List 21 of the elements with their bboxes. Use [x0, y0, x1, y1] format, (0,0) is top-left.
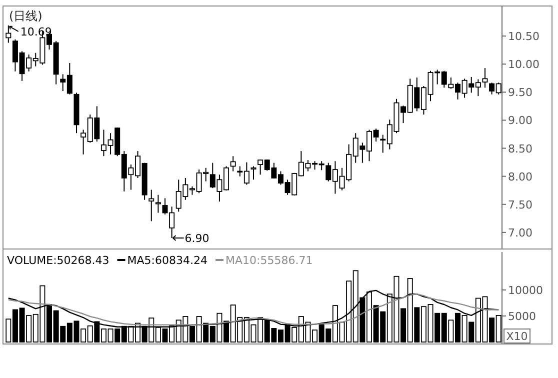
y-tick-label: 8.50: [508, 142, 532, 156]
candlestick: [6, 24, 12, 44]
candlestick: [155, 194, 161, 214]
y-tick-label: 9.50: [508, 86, 532, 100]
y-tick-label: 10000: [508, 284, 543, 297]
y-tick-label: 8.00: [508, 170, 532, 184]
candlestick: [148, 189, 154, 222]
y-tick-label: 7.50: [508, 198, 532, 212]
y-tick-label: 7.00: [508, 226, 532, 240]
y-tick-label: 10.00: [508, 58, 540, 72]
y-tick-label: 9.00: [508, 114, 532, 128]
legend-label: MA10:55586.71: [225, 254, 313, 267]
y-tick-label: 10.50: [508, 30, 540, 44]
candlestick: [230, 156, 236, 172]
legend-label: MA5:60834.24: [127, 254, 208, 267]
chart-title: (日线): [9, 9, 42, 23]
text: VOLUME:50268.43: [7, 254, 110, 267]
y-tick-label: 5000: [508, 310, 536, 323]
annotation: 6.90: [184, 232, 210, 246]
candlestick: [250, 166, 256, 180]
y-axis-title: X10: [506, 330, 528, 343]
